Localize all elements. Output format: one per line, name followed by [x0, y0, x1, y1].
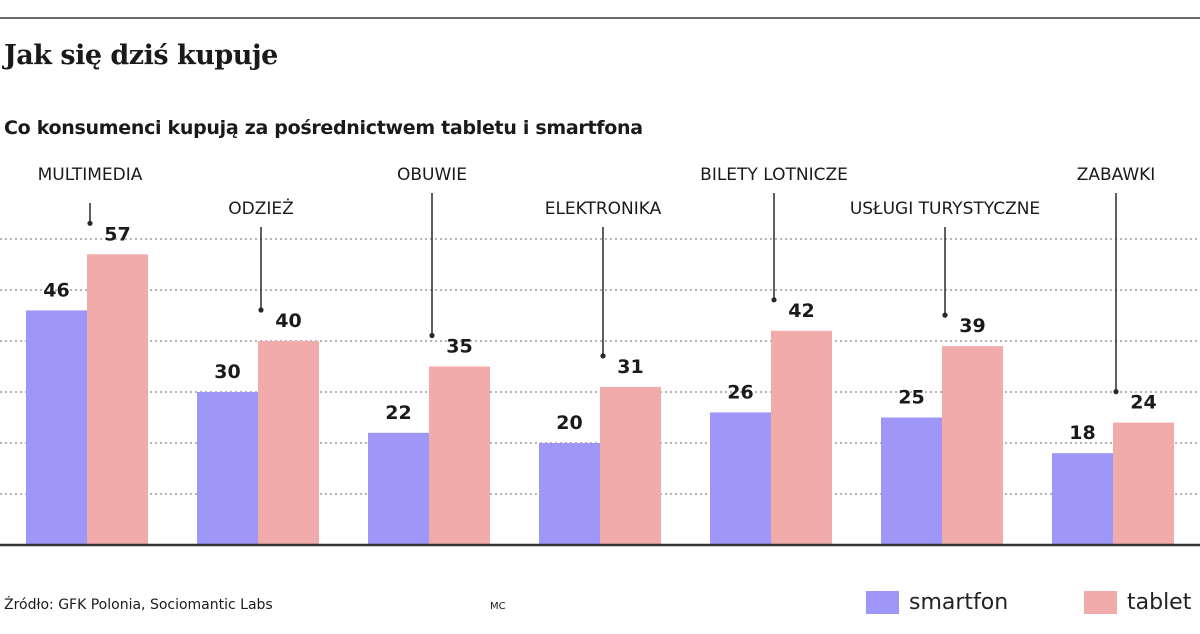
- bar-tablet: [87, 254, 148, 546]
- bar-smartfon: [26, 310, 87, 545]
- legend-swatch-smartfon: [866, 591, 899, 614]
- data-label-tablet: 31: [617, 356, 643, 378]
- connector-dot: [771, 297, 777, 303]
- connector-dot: [1113, 389, 1119, 395]
- connector-dot: [942, 312, 948, 318]
- chart-subtitle: Co konsumenci kupują za pośrednictwem ta…: [4, 117, 643, 139]
- data-label-tablet: 42: [788, 300, 814, 322]
- category-label: ZABAWKI: [1077, 165, 1156, 185]
- bar-tablet: [771, 330, 832, 545]
- chart-title: Jak się dziś kupuje: [4, 40, 278, 71]
- bar-tablet: [258, 341, 319, 545]
- data-label-tablet: 57: [104, 223, 130, 245]
- bar-smartfon: [881, 417, 942, 545]
- category-label: OBUWIE: [397, 165, 467, 185]
- legend-item-tablet: tablet: [1084, 590, 1191, 615]
- category-label: ELEKTRONIKA: [545, 199, 662, 219]
- data-label-smartfon: 26: [727, 381, 753, 403]
- data-label-smartfon: 30: [214, 361, 240, 383]
- bar-smartfon: [710, 412, 771, 545]
- connector-dot: [429, 332, 435, 339]
- data-label-smartfon: 46: [43, 279, 69, 301]
- legend-label-tablet: tablet: [1127, 590, 1192, 615]
- category-label: ODZIEŻ: [228, 198, 294, 219]
- category-label: BILETY LOTNICZE: [700, 165, 848, 185]
- data-label-smartfon: 22: [385, 402, 411, 424]
- data-label-tablet: 39: [959, 315, 985, 337]
- data-label-tablet: 35: [446, 336, 472, 358]
- category-label: USŁUGI TURYSTYCZNE: [850, 199, 1040, 219]
- connector-dot: [258, 307, 264, 313]
- author-initials: MC: [490, 601, 506, 612]
- data-label-smartfon: 18: [1069, 422, 1095, 444]
- bar-tablet: [600, 386, 661, 545]
- data-label-tablet: 24: [1130, 392, 1156, 414]
- source-note: Źródło: GFK Polonia, Sociomantic Labs: [4, 597, 273, 613]
- top-rule: [0, 17, 1200, 19]
- legend-swatch-tablet: [1084, 591, 1117, 614]
- category-label: MULTIMEDIA: [38, 165, 143, 185]
- legend-label-smartfon: smartfon: [909, 590, 1009, 615]
- data-label-smartfon: 20: [556, 412, 582, 434]
- bar-smartfon: [1052, 453, 1113, 545]
- data-label-tablet: 40: [275, 310, 301, 332]
- bar-tablet: [429, 366, 490, 545]
- bar-tablet: [1113, 422, 1174, 545]
- bar-smartfon: [197, 392, 258, 545]
- bar-tablet: [942, 346, 1003, 545]
- legend-item-smartfon: smartfon: [866, 590, 1008, 615]
- connector-dot: [600, 353, 606, 359]
- connector-dot: [87, 220, 93, 226]
- bar-smartfon: [539, 443, 600, 545]
- bar-smartfon: [368, 432, 429, 545]
- data-label-smartfon: 25: [898, 387, 924, 409]
